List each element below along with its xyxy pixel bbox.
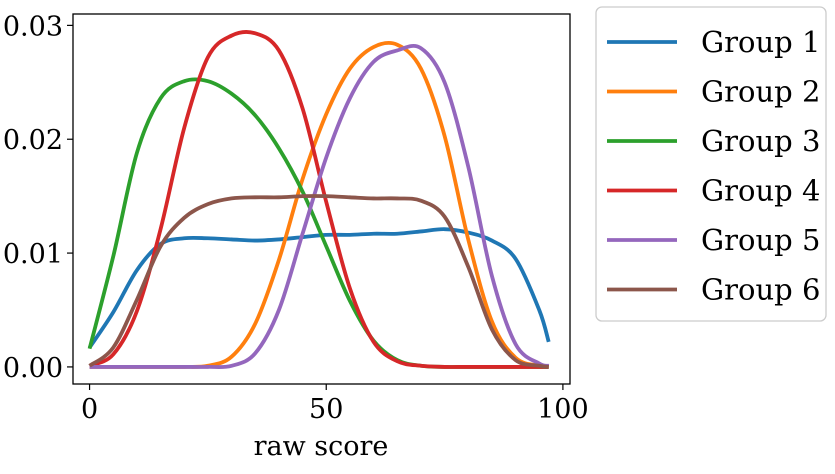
y-tick-label: 0.00 xyxy=(3,353,63,384)
series-line-6 xyxy=(88,194,549,369)
x-tick-label: 50 xyxy=(309,394,343,425)
x-axis-title: raw score xyxy=(254,431,389,462)
legend-item-2: Group 2 xyxy=(607,75,820,109)
series-line-5 xyxy=(89,44,550,370)
legend-item-6: Group 6 xyxy=(607,273,820,307)
plot-lines xyxy=(87,30,551,370)
y-tick-label: 0.01 xyxy=(3,239,63,270)
y-axis: 0.00 0.01 0.02 0.03 xyxy=(3,11,73,384)
legend-frame xyxy=(595,6,827,322)
x-tick-label: 100 xyxy=(537,394,589,425)
x-axis: 0 50 100 xyxy=(81,384,589,425)
series-line-2 xyxy=(89,40,549,369)
legend-item-3: Group 3 xyxy=(607,124,820,158)
legend-label: Group 5 xyxy=(701,223,820,257)
legend-label: Group 2 xyxy=(701,75,820,109)
x-tick-label: 0 xyxy=(81,394,98,425)
legend-label: Group 1 xyxy=(701,25,820,59)
legend: Group 1 Group 2 Group 3 Group 4 Group 5 Group… xyxy=(595,6,827,322)
series-line-4 xyxy=(88,30,549,369)
y-tick-label: 0.02 xyxy=(3,125,63,156)
legend-item-1: Group 1 xyxy=(607,25,820,59)
legend-item-4: Group 4 xyxy=(607,174,820,208)
legend-label: Group 4 xyxy=(701,174,820,208)
legend-label: Group 3 xyxy=(701,124,820,158)
legend-item-5: Group 5 xyxy=(607,223,820,257)
legend-label: Group 6 xyxy=(701,273,820,307)
y-tick-label: 0.03 xyxy=(3,11,63,42)
plot-frame xyxy=(72,13,571,385)
